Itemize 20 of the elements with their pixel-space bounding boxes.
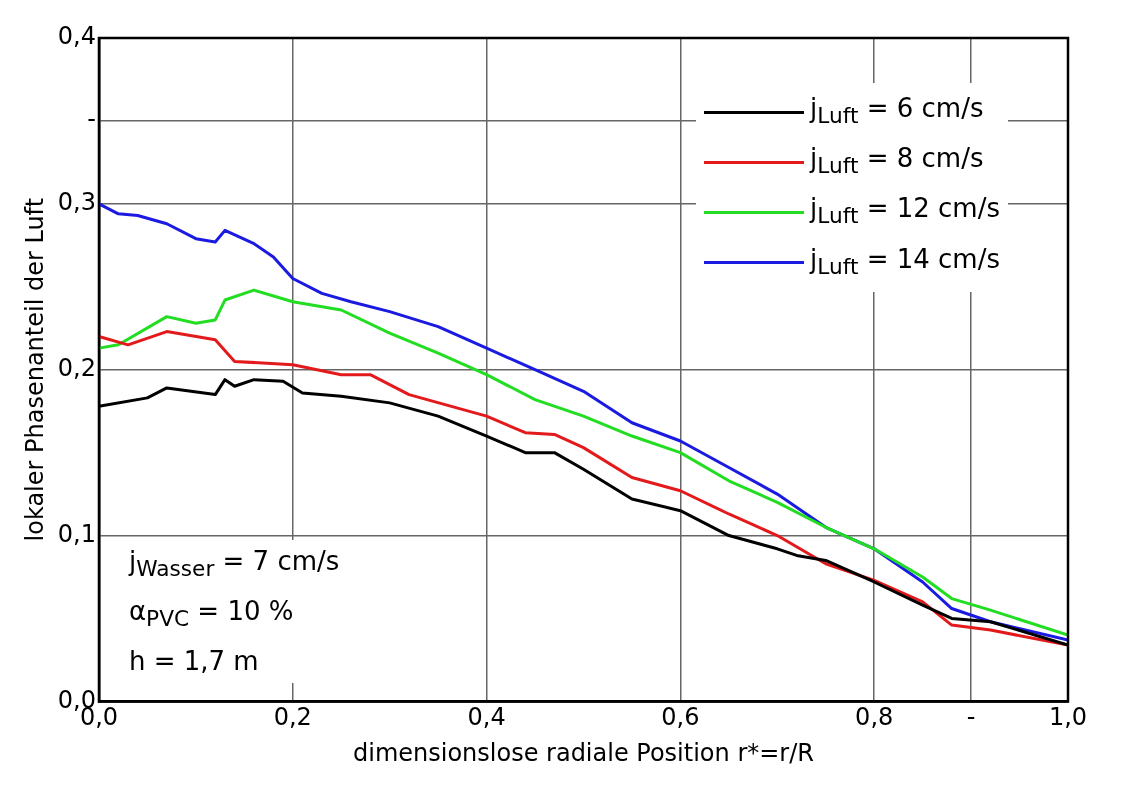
annotation: j$_{Wasser}$ = 7 cm/s xyxy=(128,545,340,584)
x-tick-label: - xyxy=(966,703,976,732)
legend-label: j$_{Luft}$ = 14 cm/s xyxy=(810,242,1000,281)
y-tick-label: 0,1 xyxy=(57,519,96,548)
y-axis-title: lokaler Phasenanteil der Luft xyxy=(20,197,49,542)
x-tick-label: 0,2 xyxy=(273,703,312,732)
legend-label: j$_{Luft}$ = 12 cm/s xyxy=(810,192,1000,231)
annotation: h = 1,7 m xyxy=(128,645,260,679)
x-tick-label: 0,8 xyxy=(855,703,894,732)
legend-label: j$_{Luft}$ = 8 cm/s xyxy=(810,142,984,181)
x-tick-label: 0,4 xyxy=(467,703,506,732)
annotation: α$_{PVC}$ = 10 % xyxy=(128,595,295,634)
y-tick-label: 0,2 xyxy=(57,353,96,382)
y-tick-label: 0,3 xyxy=(57,188,96,217)
legend-label: j$_{Luft}$ = 6 cm/s xyxy=(810,92,984,131)
x-tick-label: 1,0 xyxy=(1048,703,1088,732)
y-tick-label: - xyxy=(87,105,96,134)
x-axis-title: dimensionslose radiale Position r*=r/R xyxy=(352,738,814,767)
y-tick-label: 0,4 xyxy=(57,22,96,51)
x-tick-label: 0,6 xyxy=(661,703,700,732)
